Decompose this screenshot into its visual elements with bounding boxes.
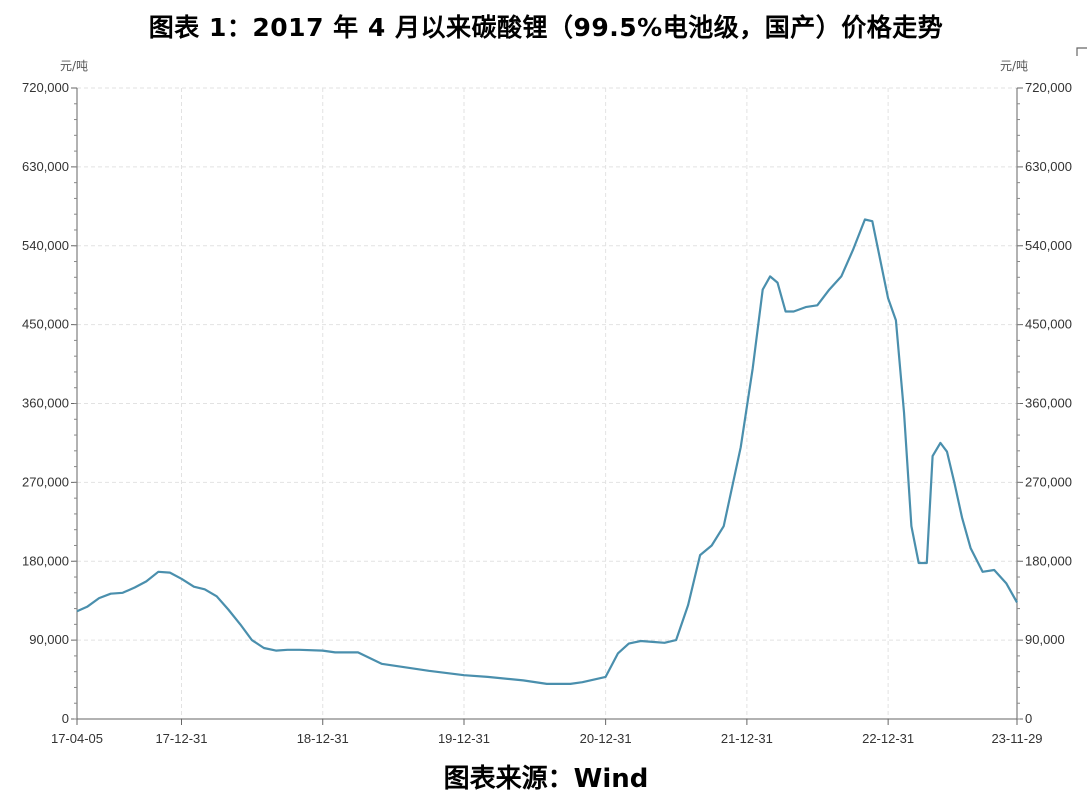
chart-title: 图表 1：2017 年 4 月以来碳酸锂（99.5%电池级，国产）价格走势 (148, 13, 944, 42)
grid-lines (77, 87, 1017, 719)
y-unit-left: 元/吨 (60, 59, 88, 73)
x-tick-label: 21-12-31 (721, 731, 773, 746)
y-tick-label-right: 630,000 (1025, 159, 1072, 174)
y-tick-label-right: 450,000 (1025, 317, 1072, 332)
y-tick-label-left: 180,000 (22, 553, 69, 568)
y-unit-right: 元/吨 (1000, 59, 1028, 73)
y-tick-label-right: 720,000 (1025, 80, 1072, 95)
x-tick-label: 17-12-31 (155, 731, 207, 746)
y-tick-label-right: 180,000 (1025, 553, 1072, 568)
y-tick-label-left: 720,000 (22, 80, 69, 95)
y-tick-label-left: 630,000 (22, 159, 69, 174)
y-tick-label-left: 450,000 (22, 317, 69, 332)
corner-icon[interactable] (1076, 47, 1087, 56)
y-tick-label-right: 270,000 (1025, 474, 1072, 489)
x-axis: 17-04-05 17-12-31 18-12-31 19-12-31 20-12-31… (51, 719, 1043, 746)
y-tick-label-right: 360,000 (1025, 396, 1072, 411)
y-tick-label-right: 540,000 (1025, 238, 1072, 253)
y-tick-label-left: 90,000 (29, 632, 69, 647)
series (76, 218, 1018, 686)
y-tick-label-left: 270,000 (22, 474, 69, 489)
y-tick-label-right: 0 (1025, 711, 1032, 726)
chart-source: 图表来源：Wind (443, 764, 649, 794)
y-tick-label-right: 90,000 (1025, 632, 1065, 647)
x-tick-label: 17-04-05 (51, 731, 103, 746)
y-axis-right: 0 90,000 180,000 270,000 360,000 450,000 540,0… (1017, 80, 1072, 726)
y-tick-label-left: 0 (62, 711, 69, 726)
y-axis-left: 0 90,000 180,000 270,000 360,000 450,000 540,0… (22, 80, 77, 726)
x-tick-label: 18-12-31 (297, 731, 349, 746)
x-tick-label: 23-11-29 (991, 731, 1042, 746)
x-tick-label: 19-12-31 (438, 731, 490, 746)
y-tick-label-left: 540,000 (22, 238, 69, 253)
price-line (76, 218, 1018, 686)
x-tick-label: 20-12-31 (580, 731, 632, 746)
x-tick-label: 22-12-31 (862, 731, 914, 746)
y-tick-label-left: 360,000 (22, 396, 69, 411)
